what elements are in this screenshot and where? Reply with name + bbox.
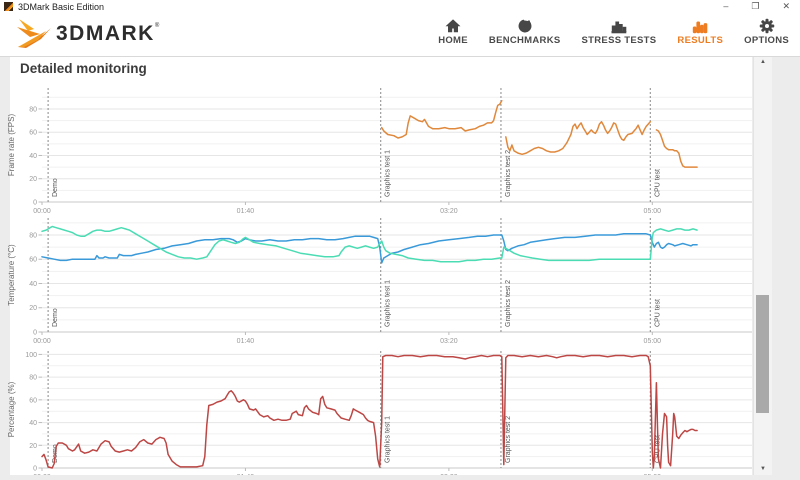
app-header: 3DMARK ® HOME BENCHMARKS bbox=[0, 13, 800, 57]
nav-stress-tests[interactable]: STRESS TESTS bbox=[579, 16, 660, 48]
window-title: 3DMark Basic Edition bbox=[18, 1, 105, 12]
svg-text:20: 20 bbox=[29, 443, 37, 450]
nav-home[interactable]: HOME bbox=[435, 16, 471, 48]
frame-rate-fps-line bbox=[380, 100, 503, 139]
svg-text:20: 20 bbox=[29, 305, 37, 312]
svg-text:0: 0 bbox=[33, 200, 37, 207]
gear-icon bbox=[759, 18, 774, 34]
svg-text:Graphics test 1: Graphics test 1 bbox=[385, 280, 392, 327]
nav-stress-tests-label: STRESS TESTS bbox=[581, 35, 657, 46]
svg-text:05:00: 05:00 bbox=[644, 208, 662, 214]
maximize-button[interactable]: ❐ bbox=[751, 1, 760, 11]
chart-svg-0: 0 20 40 60 80 00:00 01:40 03:20 05:00 Demo Graphic… bbox=[7, 88, 752, 215]
svg-text:40: 40 bbox=[29, 420, 37, 427]
app-logo: 3DMARK ® bbox=[16, 18, 159, 49]
nav-benchmarks[interactable]: BENCHMARKS bbox=[486, 16, 564, 48]
load-percentage-line bbox=[41, 354, 698, 469]
svg-text:0: 0 bbox=[33, 330, 37, 337]
vertical-scrollbar[interactable]: ▲ ▼ bbox=[753, 56, 772, 475]
gauge-icon bbox=[518, 19, 532, 33]
results-bars-icon bbox=[693, 21, 708, 34]
svg-text:Demo: Demo bbox=[52, 178, 59, 197]
logo-registered-mark: ® bbox=[154, 22, 160, 29]
bar-chart-icon bbox=[611, 21, 627, 34]
svg-text:03:20: 03:20 bbox=[440, 208, 458, 214]
chart-frame-rate: 0 20 40 60 80 00:00 01:40 03:20 05:00 Demo Graphic… bbox=[0, 86, 760, 215]
temperature-2-line bbox=[41, 225, 698, 263]
app-icon bbox=[4, 2, 13, 11]
svg-text:03:20: 03:20 bbox=[440, 338, 458, 345]
main-nav: HOME BENCHMARKS STRESS TESTS bbox=[435, 16, 792, 48]
svg-text:80: 80 bbox=[29, 106, 37, 113]
svg-text:Demo: Demo bbox=[52, 308, 59, 327]
scroll-down-icon[interactable]: ▼ bbox=[760, 466, 766, 472]
svg-text:Graphics test 2: Graphics test 2 bbox=[505, 416, 512, 463]
logo-wordmark: 3DMARK bbox=[56, 21, 155, 45]
scrollbar-thumb[interactable] bbox=[756, 295, 769, 413]
svg-text:80: 80 bbox=[29, 375, 37, 382]
page-title: Detailed monitoring bbox=[20, 61, 147, 76]
scroll-up-icon[interactable]: ▲ bbox=[760, 59, 766, 65]
svg-text:01:40: 01:40 bbox=[237, 208, 255, 214]
chart-percentage: 02040608010000:0001:4003:2005:00DemoGrap… bbox=[0, 348, 760, 480]
y-axis-title-0: Frame rate (FPS) bbox=[7, 114, 16, 177]
svg-text:100: 100 bbox=[25, 352, 37, 359]
svg-text:40: 40 bbox=[29, 281, 37, 288]
nav-options-label: OPTIONS bbox=[744, 35, 789, 46]
svg-text:05:00: 05:00 bbox=[644, 338, 662, 345]
nav-results[interactable]: RESULTS bbox=[674, 16, 726, 48]
nav-benchmarks-label: BENCHMARKS bbox=[488, 35, 561, 46]
nav-options[interactable]: OPTIONS bbox=[741, 16, 792, 48]
svg-text:00:00: 00:00 bbox=[33, 338, 51, 345]
svg-text:80: 80 bbox=[29, 232, 37, 239]
svg-text:40: 40 bbox=[29, 153, 37, 160]
frame-rate-fps-line bbox=[655, 129, 698, 168]
svg-text:00:00: 00:00 bbox=[33, 208, 51, 214]
svg-text:20: 20 bbox=[29, 176, 37, 183]
temperature-1-line bbox=[41, 233, 698, 264]
y-axis-title-2: Percentage (%) bbox=[7, 381, 16, 437]
svg-text:60: 60 bbox=[29, 130, 37, 137]
close-button[interactable]: ✕ bbox=[782, 1, 790, 11]
svg-text:60: 60 bbox=[29, 257, 37, 264]
svg-text:01:40: 01:40 bbox=[237, 338, 255, 345]
frame-rate-fps-line bbox=[505, 120, 652, 156]
minimize-button[interactable]: – bbox=[723, 1, 729, 11]
chart-svg-1: 0 20 40 60 80 00:00 01:40 03:20 05:00 Demo Graphic… bbox=[7, 218, 752, 345]
logo-wing-icon bbox=[17, 19, 51, 48]
nav-home-label: HOME bbox=[438, 35, 468, 46]
svg-text:Graphics test 1: Graphics test 1 bbox=[385, 416, 392, 463]
svg-text:Graphics test 1: Graphics test 1 bbox=[385, 150, 392, 197]
svg-text:CPU test: CPU test bbox=[654, 299, 661, 327]
chart-temperature: 0 20 40 60 80 00:00 01:40 03:20 05:00 Demo Graphic… bbox=[0, 216, 760, 346]
svg-text:0: 0 bbox=[33, 466, 37, 473]
svg-text:Graphics test 2: Graphics test 2 bbox=[505, 280, 512, 327]
titlebar: 3DMark Basic Edition – ❐ ✕ bbox=[0, 0, 800, 13]
svg-text:CPU test: CPU test bbox=[654, 169, 661, 197]
svg-text:Graphics test 2: Graphics test 2 bbox=[505, 150, 512, 197]
window-controls: – ❐ ✕ bbox=[723, 0, 800, 13]
y-axis-title-1: Temperature (°C) bbox=[7, 244, 16, 306]
home-icon bbox=[445, 19, 461, 33]
nav-results-label: RESULTS bbox=[677, 35, 724, 46]
svg-text:60: 60 bbox=[29, 397, 37, 404]
chart-svg-2: 02040608010000:0001:4003:2005:00DemoGrap… bbox=[7, 351, 752, 480]
